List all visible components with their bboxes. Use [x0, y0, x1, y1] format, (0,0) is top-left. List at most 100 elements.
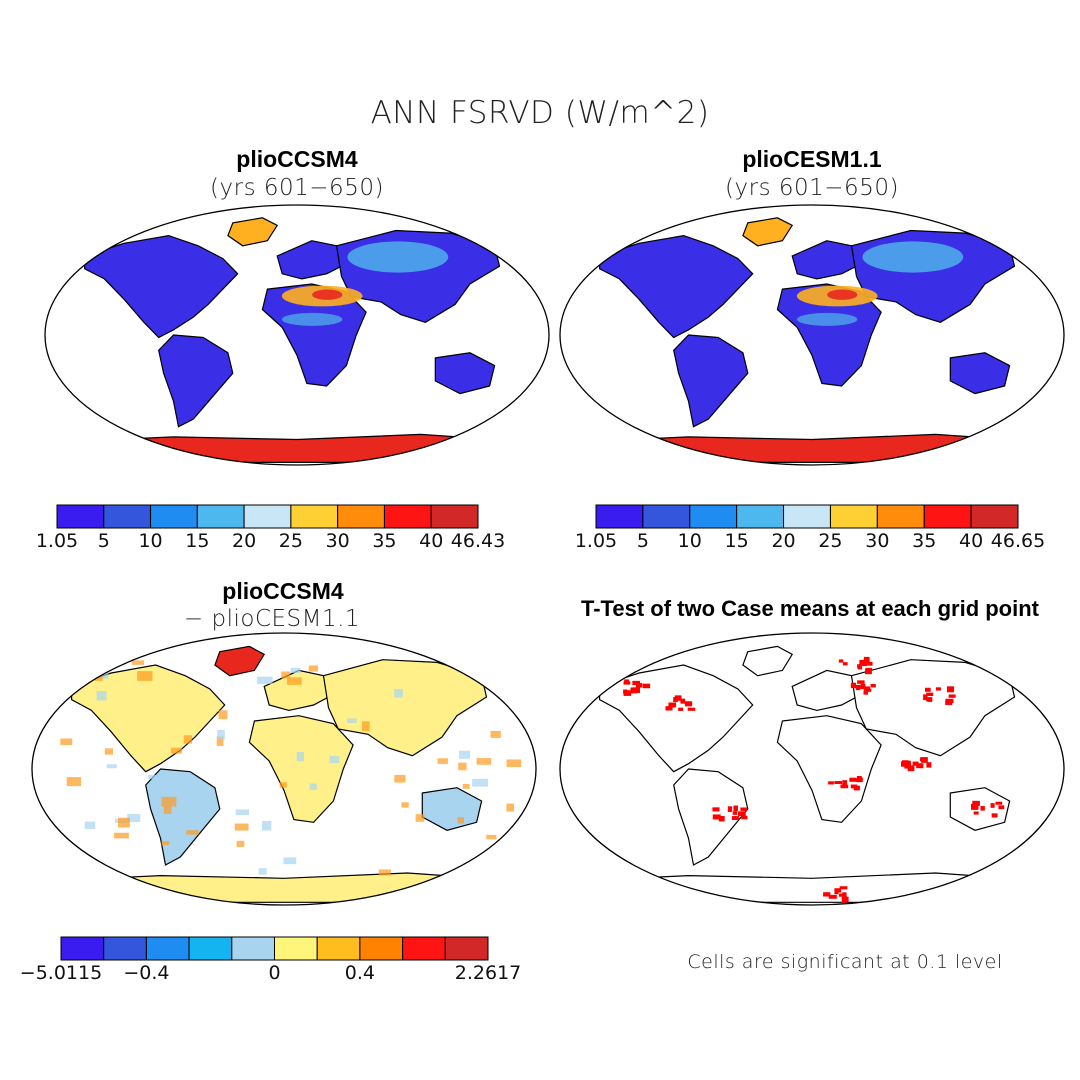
significant-cell: [946, 686, 955, 693]
diff-patch: [147, 775, 158, 780]
diff-patch: [218, 710, 228, 720]
map-panel-4: [559, 632, 1065, 906]
significant-cell: [850, 682, 857, 689]
significant-cell: [924, 687, 931, 692]
colorbar-swatch: [430, 504, 479, 529]
continent-northamerica: [598, 234, 754, 339]
diff-patch: [106, 764, 117, 769]
colorbar-swatch: [444, 936, 489, 961]
significant-cell: [680, 698, 686, 704]
diff-patch: [161, 796, 177, 807]
significant-cell: [974, 802, 980, 807]
diff-patch: [279, 782, 287, 788]
continent-southamerica: [673, 768, 749, 866]
significant-cell: [838, 893, 845, 897]
significant-cell: [665, 706, 673, 711]
continent-southamerica: [673, 334, 749, 428]
diff-patch: [309, 783, 317, 790]
significant-cell: [840, 784, 849, 789]
diff-patch: [186, 830, 199, 835]
colorbar-swatch: [290, 504, 339, 529]
map-frame: [31, 632, 537, 906]
asia-cool-region: [862, 241, 964, 273]
significant-cell: [856, 778, 863, 783]
significant-cell: [733, 805, 738, 812]
colorbar-tick-label: 46.43: [450, 530, 506, 552]
significant-cell: [926, 697, 933, 702]
asia-cool-region: [347, 241, 449, 273]
continent-greenland: [742, 645, 794, 677]
significant-cell: [926, 762, 932, 768]
diff-patch: [394, 774, 406, 783]
continent-australia: [949, 787, 1011, 831]
colorbar-tick-label: 0.4: [344, 962, 375, 984]
colorbar-tick-label: 2.2617: [454, 962, 522, 984]
significant-cell: [839, 886, 848, 890]
panel-2-title: plioCESM1.1: [742, 146, 882, 172]
significant-cell: [623, 681, 631, 685]
diff-patch: [361, 721, 370, 732]
colorbar-tick-label: 0: [268, 962, 281, 984]
significant-cell: [991, 813, 998, 818]
significant-cell: [973, 811, 979, 815]
colorbar-tick-label: 40: [959, 530, 984, 552]
significant-cell: [916, 763, 924, 769]
diff-patch: [127, 814, 141, 823]
continent-antarctica: [574, 872, 1050, 903]
significant-cell: [856, 775, 862, 780]
diff-patch: [283, 857, 297, 865]
colorbar-tick-label: 15: [724, 530, 749, 552]
diff-patch: [104, 748, 113, 755]
colorbar-panel-1: [56, 504, 479, 529]
significant-cell: [678, 707, 684, 711]
significant-cell: [828, 781, 834, 785]
diff-patch: [131, 660, 145, 665]
significant-cell: [921, 757, 928, 763]
colorbar-swatch: [337, 504, 385, 529]
significant-cell: [980, 806, 985, 811]
significant-cell: [863, 690, 869, 695]
diff-patch: [66, 777, 82, 787]
continent-europe: [263, 669, 335, 712]
panel-3-subtitle: − plioCESM1.1: [183, 606, 361, 632]
map-frame: [559, 632, 1065, 906]
significant-cell: [623, 690, 632, 696]
significant-cell: [674, 695, 682, 701]
significant-cell: [923, 694, 928, 701]
colorbar-swatch: [60, 936, 105, 961]
diff-patch: [496, 861, 512, 871]
continent-greenland: [227, 217, 279, 247]
colorbar-swatch: [736, 504, 785, 529]
significant-cell: [948, 694, 956, 698]
significant-cell: [712, 807, 720, 812]
colorbar-swatch: [359, 936, 404, 961]
diff-patch: [113, 832, 129, 839]
diff-patch: [458, 762, 467, 771]
continent-greenland: [742, 217, 794, 247]
continent-greenland: [214, 645, 266, 677]
significant-cell: [834, 888, 842, 893]
significant-cell: [864, 669, 872, 675]
significant-cell: [718, 815, 725, 822]
significant-cell: [834, 781, 843, 785]
colorbar-swatch: [642, 504, 691, 529]
colorbar-tick-label: 20: [771, 530, 796, 552]
significant-cell: [866, 688, 872, 692]
continent-africa: [776, 715, 882, 823]
map-panel-1: [44, 204, 550, 466]
continent-australia: [434, 352, 496, 395]
diff-patch: [170, 747, 182, 754]
significant-cell: [990, 803, 995, 808]
significant-cell: [838, 659, 844, 663]
diff-patch: [281, 671, 291, 679]
significant-cell: [828, 894, 837, 899]
colorbar-tick-label: 30: [865, 530, 890, 552]
continent-antarctica: [46, 872, 522, 903]
continent-southamerica: [158, 334, 234, 428]
diff-patch: [457, 817, 464, 824]
significant-cell: [849, 777, 857, 782]
diff-patch: [117, 817, 130, 828]
colorbar-tick-label: 20: [232, 530, 257, 552]
continent-europe: [791, 669, 863, 712]
